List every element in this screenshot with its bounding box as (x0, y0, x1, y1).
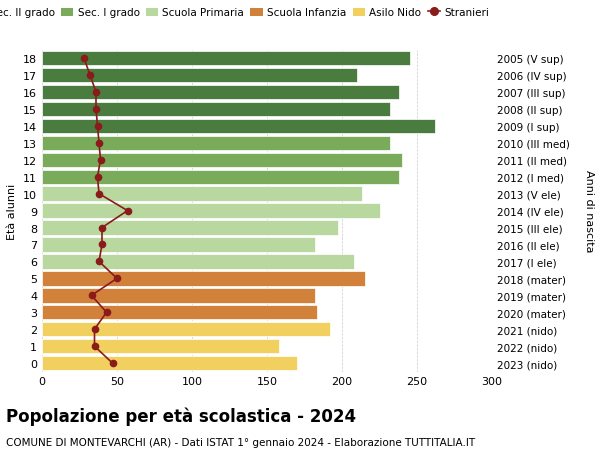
Bar (42, 153, 402, 168)
Bar (42, 170, 399, 185)
Bar (42, 187, 362, 202)
Bar (42, 52, 410, 66)
Y-axis label: Età alunni: Età alunni (7, 183, 17, 239)
Bar (42, 356, 297, 370)
Bar (42, 289, 315, 303)
Bar (42, 322, 330, 337)
Bar (42, 238, 315, 252)
Y-axis label: Anni di nascita: Anni di nascita (584, 170, 593, 252)
Legend: Sec. II grado, Sec. I grado, Scuola Primaria, Scuola Infanzia, Asilo Nido, Stran: Sec. II grado, Sec. I grado, Scuola Prim… (0, 4, 493, 22)
Bar (42, 69, 357, 83)
Text: Popolazione per età scolastica - 2024: Popolazione per età scolastica - 2024 (6, 406, 356, 425)
Bar (42, 136, 390, 151)
Bar (42, 221, 338, 235)
Bar (42, 305, 317, 320)
Bar (42, 85, 399, 100)
Bar (42, 102, 390, 117)
Bar (42, 119, 435, 134)
Text: COMUNE DI MONTEVARCHI (AR) - Dati ISTAT 1° gennaio 2024 - Elaborazione TUTTITALI: COMUNE DI MONTEVARCHI (AR) - Dati ISTAT … (6, 437, 475, 447)
Bar (42, 339, 279, 353)
Bar (42, 204, 380, 218)
Bar (42, 255, 354, 269)
Bar (42, 272, 365, 286)
